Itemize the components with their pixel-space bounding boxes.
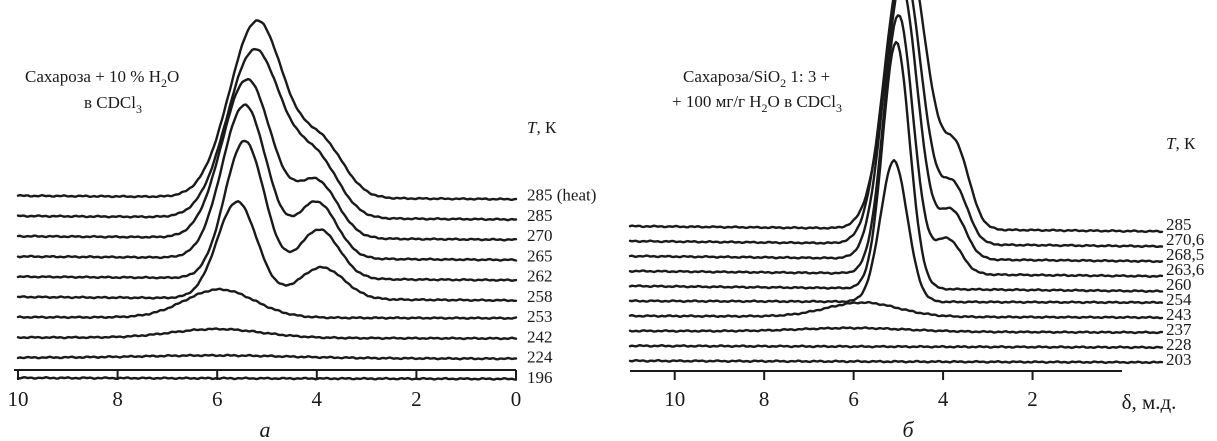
- temperature-label: 243: [1166, 305, 1192, 324]
- spectrum-a-285: [16, 47, 518, 222]
- x-tick-label: 2: [411, 387, 422, 411]
- spectrum-b-228: [628, 344, 1164, 350]
- x-tick-label: 2: [1027, 387, 1038, 411]
- temperature-label: 237: [1166, 320, 1192, 339]
- x-tick-label: 6: [212, 387, 223, 411]
- panel-b-x-axis-label: δ, м.д.: [1122, 390, 1177, 414]
- temperature-label: 228: [1166, 335, 1192, 354]
- x-tick-label: 0: [511, 387, 522, 411]
- panel-a-annotation: Сахароза + 10 % H2O: [25, 67, 179, 90]
- x-tick-label: 10: [664, 387, 685, 411]
- panel-b-annotation-line2: + 100 мг/г H2O в CDCl3: [672, 92, 842, 115]
- panel-b-annotation: Сахароза/SiO2 1: 3 +: [683, 67, 830, 90]
- spectrum-a-224: [16, 353, 518, 361]
- spectrum-a-270: [16, 77, 518, 242]
- spectrum-b-237: [628, 326, 1164, 335]
- panel-b-legend-title: T, К: [1166, 134, 1196, 153]
- temperature-label: 253: [527, 307, 553, 326]
- spectrum-b-2706: [628, 0, 1164, 249]
- panel-a-letter: а: [260, 417, 271, 441]
- temperature-label: 224: [527, 348, 553, 367]
- panel-b-x-ticks: 10 8 6 4 2: [664, 370, 1038, 411]
- panel-a-x-ticks: 10 8 6 4 2 0: [8, 370, 522, 411]
- x-tick-label: 4: [312, 387, 323, 411]
- spectrum-a-242: [16, 327, 518, 341]
- spectrum-a-262: [16, 139, 518, 282]
- x-tick-label: 6: [848, 387, 859, 411]
- temperature-label: 265: [527, 246, 553, 265]
- spectrum-b-243: [628, 300, 1164, 320]
- x-tick-label: 4: [938, 387, 949, 411]
- spectrum-b-285: [628, 0, 1164, 234]
- temperature-label: 258: [527, 287, 553, 306]
- spectrum-b-2636: [628, 14, 1164, 279]
- panel-a-legend-title: T, К: [527, 118, 557, 137]
- temperature-label: 268,5: [1166, 245, 1204, 264]
- temperature-label: 242: [527, 327, 553, 346]
- temperature-label: 254: [1166, 290, 1192, 309]
- temperature-label: 270,6: [1166, 230, 1204, 249]
- panel-b-letter: б: [902, 417, 914, 441]
- spectrum-b-203: [628, 358, 1164, 365]
- temperature-label: 203: [1166, 350, 1192, 369]
- temperature-label: 285: [527, 206, 553, 225]
- temperature-label: 285: [1166, 215, 1192, 234]
- spectrum-a-253: [16, 287, 518, 320]
- spectrum-a-258: [16, 200, 518, 303]
- spectrum-b-254: [628, 159, 1164, 305]
- temperature-label: 270: [527, 226, 553, 245]
- panel-b-spectra: [628, 0, 1164, 365]
- temperature-label: 263,6: [1166, 260, 1204, 279]
- spectrum-a-285heat: [16, 19, 518, 202]
- spectrum-b-2685: [628, 0, 1164, 264]
- panel-a-spectra: [16, 19, 518, 381]
- panel-a-annotation-line2: в CDCl3: [84, 93, 142, 116]
- temperature-label: 196: [527, 368, 553, 387]
- spectrum-a-196: [16, 376, 518, 381]
- temperature-label: 260: [1166, 275, 1192, 294]
- x-tick-label: 8: [759, 387, 770, 411]
- temperature-label: 262: [527, 267, 553, 286]
- x-tick-label: 8: [112, 387, 123, 411]
- spectrum-b-260: [628, 40, 1164, 293]
- temperature-label: 285 (heat): [527, 186, 596, 205]
- x-tick-label: 10: [8, 387, 29, 411]
- spectrum-a-265: [16, 103, 518, 262]
